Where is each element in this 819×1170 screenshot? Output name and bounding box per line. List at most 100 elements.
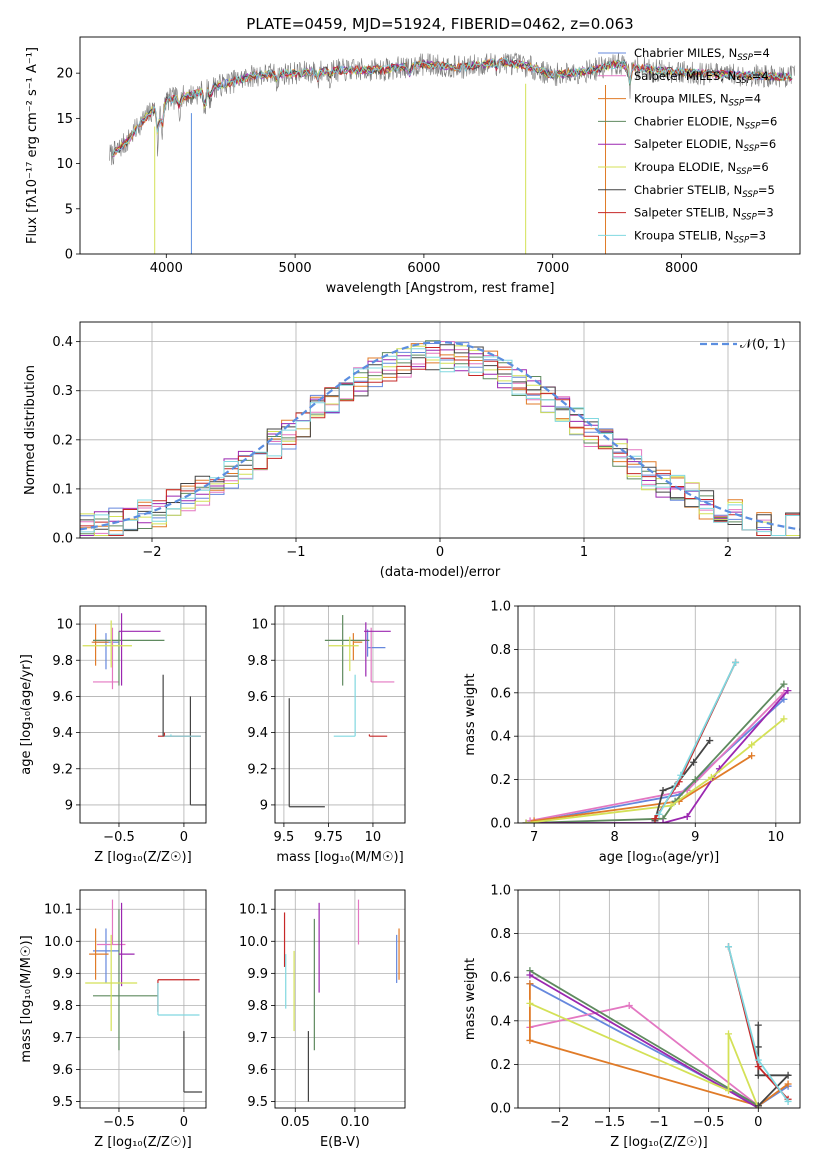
x-tick-label: 9.75 bbox=[314, 830, 343, 845]
y-tick-label: 9.7 bbox=[52, 1031, 73, 1046]
x-axis-label: (data-model)/error bbox=[380, 565, 501, 580]
weight-marker-kroupa-miles bbox=[530, 817, 538, 823]
weight-marker-salpeter-elodie bbox=[784, 687, 792, 695]
weight-marker-salpeter-stelib bbox=[754, 1063, 762, 1071]
weight-marker-kroupa-elodie bbox=[725, 1087, 733, 1095]
spectrum-lines bbox=[109, 52, 796, 254]
weight-marker-chabrier-stelib bbox=[659, 786, 667, 794]
weight-marker-chabrier-stelib bbox=[754, 1043, 762, 1051]
legend-entry: Salpeter ELODIE, NSSP=6 bbox=[634, 137, 776, 154]
y-tick-label: 9.7 bbox=[247, 1031, 268, 1046]
x-tick-label: 0.05 bbox=[281, 1115, 310, 1130]
y-tick-label: 9.8 bbox=[247, 654, 268, 669]
weight-marker-kroupa-elodie bbox=[707, 773, 715, 781]
y-tick-label: 0.3 bbox=[52, 384, 73, 399]
y-tick-label: 10 bbox=[56, 157, 73, 172]
figure-title: PLATE=0459, MJD=51924, FIBERID=0462, z=0… bbox=[246, 15, 633, 33]
x-tick-label: −1 bbox=[649, 1115, 668, 1130]
axes-mass-weight-vs-age: 7 8 9 10 0.0 0.2 0.4 0.6 0.8 1.0 age [log₁₀(age/yr… bbox=[463, 600, 800, 865]
weight-marker-salpeter-elodie bbox=[659, 819, 667, 823]
weight-marker-kroupa-elodie bbox=[725, 1030, 733, 1038]
weight-marker-kroupa-miles bbox=[526, 980, 534, 988]
x-tick-label: 7000 bbox=[536, 261, 569, 276]
y-tick-label: 0.1 bbox=[52, 482, 73, 497]
frame-spectrum bbox=[79, 36, 801, 255]
x-axis-label: wavelength [Angstrom, rest frame] bbox=[326, 281, 555, 296]
y-tick-label: 20 bbox=[56, 67, 73, 82]
gaussian-curve bbox=[80, 341, 800, 531]
weight-marker-chabrier-stelib bbox=[690, 758, 698, 766]
axes-mass-vs-Z: −0.5 0 9.5 9.6 9.7 9.8 9.9 10.0 10.1 Z [log₁₀(Z/Z… bbox=[19, 890, 206, 1150]
x-tick-label: 9 bbox=[691, 830, 699, 845]
y-tick-label: 9.4 bbox=[247, 726, 268, 741]
weight-marker-salpeter-miles bbox=[625, 1002, 633, 1010]
weight-line-salpeter-miles bbox=[529, 692, 785, 822]
x-tick-label: 1 bbox=[580, 545, 588, 560]
x-tick-label: −0.5 bbox=[103, 830, 135, 845]
x-tick-label: 5000 bbox=[279, 261, 312, 276]
x-tick-label: 2 bbox=[724, 545, 732, 560]
legend-entry: Chabrier MILES, NSSP=4 bbox=[634, 46, 770, 63]
x-tick-label: −0.5 bbox=[693, 1115, 725, 1130]
y-axis-label: Normed distribution bbox=[23, 365, 38, 495]
weight-line-kroupa-miles bbox=[529, 983, 789, 1107]
y-tick-label: 0.4 bbox=[490, 730, 511, 745]
x-axis-label: Z [log₁₀(Z/Z☉)] bbox=[94, 850, 191, 865]
hist-kroupa-elodie bbox=[80, 345, 800, 536]
frame-age-vs-mass bbox=[274, 605, 406, 824]
hist-chabrier-miles bbox=[80, 342, 800, 536]
y-tick-label: 9 bbox=[65, 798, 73, 813]
y-tick-label: 9.9 bbox=[247, 967, 268, 982]
x-tick-label: 0 bbox=[180, 1115, 188, 1130]
x-tick-label: 0 bbox=[754, 1115, 762, 1130]
y-tick-label: 9.8 bbox=[247, 999, 268, 1014]
x-tick-label: 8000 bbox=[665, 261, 698, 276]
axes-mass-weight-vs-Z: −2 −1.5 −1 −0.5 0 0.0 0.2 0.4 0.6 0.8 1.0 Z [log₁₀(… bbox=[463, 884, 800, 1150]
y-tick-label: 0.4 bbox=[52, 335, 73, 350]
y-axis-label: age [log₁₀(age/yr)] bbox=[19, 654, 34, 775]
weight-marker-chabrier-stelib bbox=[754, 1102, 762, 1108]
hist-chabrier-elodie bbox=[80, 340, 800, 536]
weight-lines bbox=[522, 658, 792, 823]
y-tick-label: 9.8 bbox=[52, 999, 73, 1014]
weight-marker-salpeter-elodie bbox=[683, 812, 691, 820]
y-tick-label: 9.4 bbox=[52, 726, 73, 741]
y-tick-label: 0.2 bbox=[52, 433, 73, 448]
weight-line-chabrier-stelib bbox=[654, 739, 711, 822]
y-tick-label: 0.0 bbox=[490, 817, 511, 832]
errorbars bbox=[85, 899, 203, 1093]
weight-marker-chabrier-stelib bbox=[706, 737, 714, 745]
weight-marker-kroupa-elodie bbox=[526, 999, 534, 1007]
x-tick-label: 9.5 bbox=[274, 830, 295, 845]
weight-marker-kroupa-stelib bbox=[754, 1056, 762, 1064]
x-tick-label: 8 bbox=[611, 830, 619, 845]
y-tick-label: 9.8 bbox=[52, 654, 73, 669]
legend-entry: Salpeter STELIB, NSSP=3 bbox=[634, 206, 774, 223]
legend-entry: Kroupa MILES, NSSP=4 bbox=[634, 92, 761, 109]
y-axis-label: mass [log₁₀(M/M☉)] bbox=[19, 935, 34, 1062]
x-tick-label: −1.5 bbox=[594, 1115, 626, 1130]
weight-marker-chabrier-elodie bbox=[691, 776, 699, 784]
frame-mass-weight-vs-age bbox=[517, 605, 801, 824]
x-axis-label: Z [log₁₀(Z/Z☉)] bbox=[610, 1135, 707, 1150]
y-tick-label: 0.0 bbox=[52, 532, 73, 547]
x-tick-label: 10 bbox=[768, 830, 785, 845]
weight-marker-kroupa-stelib bbox=[784, 1097, 792, 1105]
y-tick-label: 9.5 bbox=[247, 1095, 268, 1110]
legend-entry: Chabrier ELODIE, NSSP=6 bbox=[634, 114, 777, 131]
y-tick-label: 10 bbox=[251, 618, 268, 633]
y-tick-label: 9.6 bbox=[52, 690, 73, 705]
weight-marker-kroupa-stelib bbox=[725, 943, 733, 951]
legend-entry: Kroupa STELIB, NSSP=3 bbox=[634, 228, 766, 245]
x-tick-label: −2 bbox=[142, 545, 161, 560]
axes-age-vs-Z: −0.5 0 9 9.2 9.4 9.6 9.8 10 Z [log₁₀(Z/Z☉)] age [… bbox=[19, 606, 206, 865]
weight-line-chabrier-elodie bbox=[526, 683, 785, 823]
histograms bbox=[80, 340, 800, 536]
y-tick-label: 0.4 bbox=[490, 1014, 511, 1029]
y-axis-label: mass weight bbox=[463, 958, 478, 1040]
x-tick-label: 0 bbox=[180, 830, 188, 845]
weight-marker-kroupa-stelib bbox=[655, 810, 663, 818]
weight-marker-kroupa-miles bbox=[748, 752, 756, 760]
weight-marker-kroupa-miles bbox=[526, 1036, 534, 1044]
weight-line-kroupa-elodie bbox=[529, 1002, 760, 1108]
